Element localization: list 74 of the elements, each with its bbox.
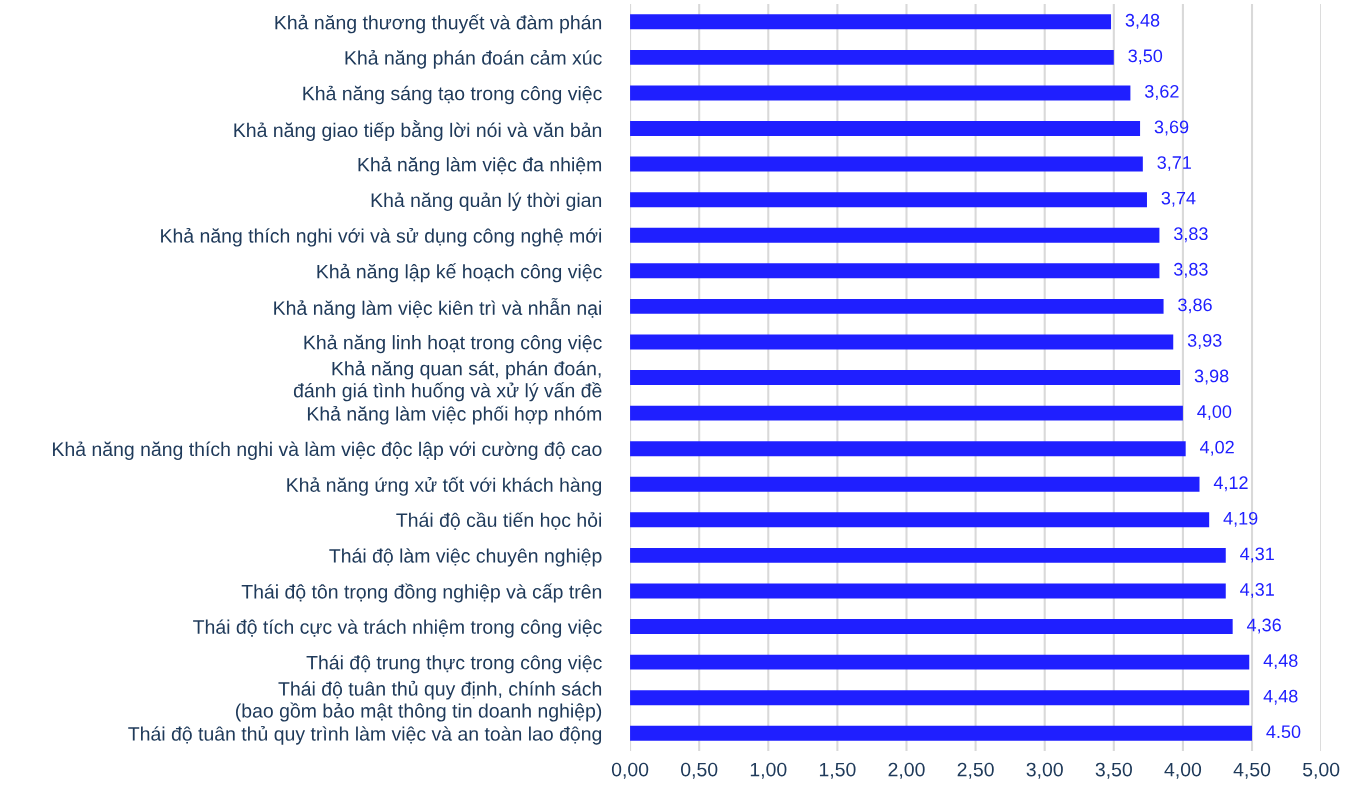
y-tick-label: Khả năng làm việc đa nhiệm (358, 156, 602, 176)
y-tick-label: Khả năng quản lý thời gian (371, 192, 602, 211)
y-tick-label: Khả năng thích nghi với và sử dụng công nghệ mới (161, 227, 602, 247)
x-tick-label: 2,50 (957, 762, 994, 779)
y-tick-label: Khả năng sáng tạo trong công việc (303, 85, 602, 105)
bar (630, 690, 1250, 706)
y-tick-label: Khả năng ứng xử tốt với khách hàng (287, 476, 602, 496)
y-tick-label: Khả năng thương thuyết và đàm phán (275, 14, 602, 34)
data-label: 3,62 (1144, 84, 1179, 100)
y-tick-label: Khả năng làm việc phối hợp nhóm (307, 405, 602, 425)
data-label: 4,31 (1240, 547, 1274, 563)
bar (630, 512, 1210, 528)
bar (630, 441, 1186, 457)
bar (630, 725, 1253, 741)
x-tick-label: 1,00 (750, 762, 787, 779)
data-label: 4,48 (1263, 689, 1298, 705)
x-tick-label: 3,00 (1026, 762, 1063, 779)
bar (630, 654, 1250, 670)
bar (630, 121, 1141, 136)
x-tick-label: 4,50 (1233, 762, 1271, 779)
data-label: 4,02 (1199, 440, 1234, 456)
data-label: 3,86 (1178, 298, 1212, 314)
bar (630, 619, 1233, 635)
bar (630, 370, 1181, 385)
data-label: 4,19 (1223, 511, 1258, 527)
data-label: 4,12 (1213, 476, 1248, 492)
data-label: 4,36 (1246, 618, 1281, 634)
y-tick-label: Thái độ tích cực và trách nhiệm trong công việc (193, 619, 602, 638)
data-label: 3,71 (1157, 156, 1191, 172)
bar (630, 85, 1131, 101)
bar (630, 14, 1112, 30)
data-label: 3,50 (1128, 49, 1163, 65)
bar (630, 298, 1164, 314)
data-label: 3,98 (1194, 369, 1229, 385)
y-tick-label: Khả năng năng thích nghi và làm việc độc lập với cường độ cao (53, 441, 602, 460)
y-tick-label: Khả năng giao tiếp bằng lời nói và văn bản (234, 120, 602, 141)
y-tick-label: Thái độ cầu tiến học hỏi (396, 511, 601, 530)
y-tick-label: Thái độ trung thực trong công việc (306, 654, 602, 674)
bar (630, 156, 1143, 172)
data-label: 4.50 (1266, 725, 1301, 739)
bar (630, 49, 1114, 65)
y-tick-label: Khả năng phán đoán cảm xúc (345, 50, 602, 69)
x-tick-label: 3,50 (1095, 762, 1132, 779)
data-label: 4,00 (1197, 405, 1232, 421)
y-tick-label: Khả năng linh hoạt trong công việc (304, 334, 602, 354)
x-tick-label: 2,00 (888, 762, 925, 779)
x-tick-label: 4,00 (1164, 762, 1202, 779)
data-label: 3,83 (1174, 227, 1208, 243)
bar (630, 227, 1160, 243)
bar (630, 263, 1160, 279)
y-tick-label: Thái độ tôn trọng đồng nghiệp và cấp trên (241, 583, 602, 603)
y-tick-label: Khả năng lập kế hoạch công việc (317, 263, 602, 283)
bar (630, 476, 1200, 492)
data-label: 3,69 (1154, 120, 1189, 136)
data-label: 4,31 (1240, 583, 1274, 598)
data-label: 3,93 (1187, 334, 1222, 349)
x-tick-label: 0,00 (611, 762, 649, 779)
y-tick-label: Thái độ tuân thủ quy trình làm việc và an toàn lao động (128, 725, 602, 745)
bar (630, 334, 1174, 350)
x-tick-label: 1,50 (819, 762, 856, 779)
y-tick-label: Khả năng làm việc kiên trì và nhẫn nại (274, 297, 602, 319)
bar (630, 583, 1226, 599)
y-tick-label: Thái độ tuân thủ quy định, chính sách (bao gồm bảo mật thông tin doanh nghiệp) (235, 680, 602, 722)
y-tick-label: Thái độ làm việc chuyên nghiệp (329, 548, 602, 567)
data-label: 3,74 (1161, 191, 1196, 207)
data-label: 3,48 (1125, 13, 1160, 29)
data-label: 4,48 (1263, 654, 1298, 670)
bar (630, 547, 1226, 563)
x-tick-label: 0,50 (681, 762, 718, 779)
data-label: 3,83 (1174, 262, 1208, 278)
y-tick-label: Khả năng quan sát, phán đoán, đánh giá tình huống và xử lý vấn đề (293, 360, 602, 402)
x-tick-label: 5,00 (1302, 762, 1340, 779)
bar (630, 405, 1183, 421)
bar (630, 192, 1147, 208)
